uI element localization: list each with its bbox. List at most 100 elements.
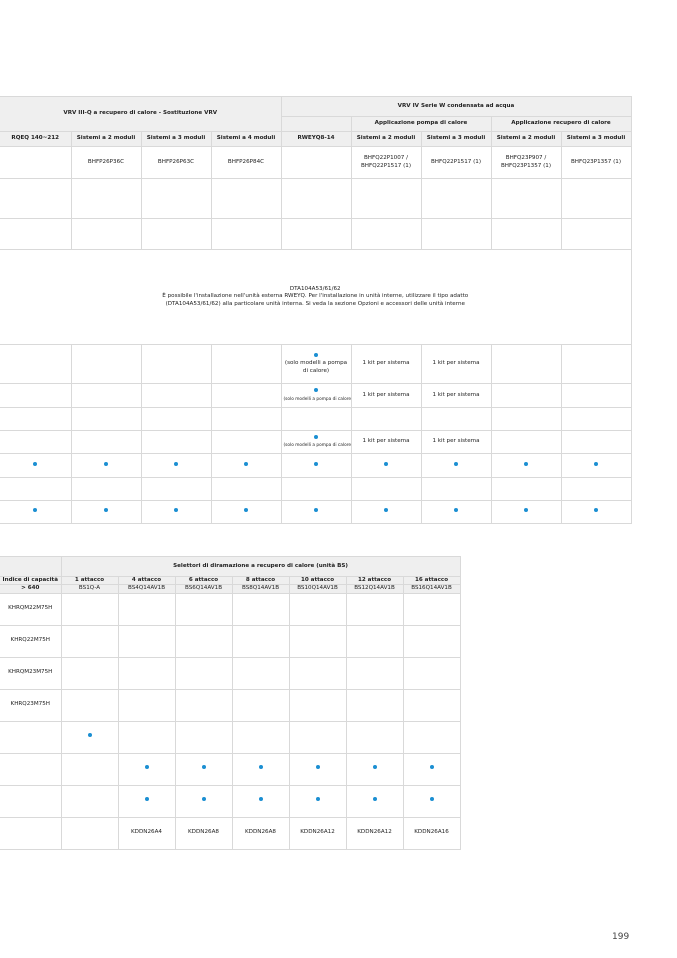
table-cell: (solo modelli a pompa di calore) <box>280 383 352 408</box>
table-cell <box>560 407 632 431</box>
table-cell <box>0 344 72 384</box>
table-cell <box>560 344 632 384</box>
dot-icon <box>315 765 320 770</box>
column-header: 8 attacco <box>231 575 290 586</box>
table-row: KHRQM22M75H <box>0 592 461 626</box>
table-row <box>0 477 632 501</box>
table-cell <box>140 383 212 408</box>
dot-icon <box>314 434 318 439</box>
table-cell: BHFQ22P1517 (1) <box>420 146 492 179</box>
table-cell: 1 kit per sistema <box>420 344 492 384</box>
dot-icon <box>201 797 206 802</box>
table-cell <box>560 477 632 501</box>
table-cell: BHFQ23P1357 (1) <box>560 146 632 179</box>
table-row: KHRQ22M75H <box>0 624 461 658</box>
header-spacer <box>281 116 352 132</box>
table-cell <box>117 592 176 626</box>
table-cell <box>560 383 632 408</box>
dot-icon <box>429 797 434 802</box>
table-cell <box>490 344 562 384</box>
table-cell <box>60 720 119 754</box>
table-cell: KDDN26A12 <box>288 816 347 850</box>
table-cell <box>288 592 347 626</box>
model-header: BS6Q14AV1B <box>174 584 233 594</box>
table-cell <box>231 688 290 722</box>
table-cell <box>231 624 290 658</box>
table-cell <box>402 624 461 658</box>
dot-icon <box>315 797 320 802</box>
model-header: BS4Q14AV1B <box>117 584 176 594</box>
table-cell <box>490 430 562 454</box>
table-cell <box>350 218 422 250</box>
table-cell <box>0 816 62 850</box>
table-row <box>0 784 461 818</box>
table-row <box>0 453 632 478</box>
table-cell <box>350 407 422 431</box>
table-cell <box>174 784 233 818</box>
model-header: > 640 <box>0 584 62 594</box>
cell-note: (solo modelli a pompa di calore) <box>283 443 351 448</box>
table-cell <box>210 430 282 454</box>
table-cell: BHFQ23P907 / BHFQ23P1357 (1) <box>490 146 562 179</box>
table-cell <box>70 430 142 454</box>
table-cell: BHFP26P63C <box>140 146 212 179</box>
table-cell <box>0 477 72 501</box>
dot-icon <box>244 461 248 466</box>
table-row: (solo modelli a pompa di calore) 1 kit pe… <box>0 430 632 454</box>
note-line: DTA104A53/61/62 <box>289 286 341 293</box>
table-cell <box>70 178 142 219</box>
table-cell: BHFQ22P1007 / BHFQ22P1517 (1) <box>350 146 422 179</box>
table-row <box>0 752 461 786</box>
table-cell <box>117 624 176 658</box>
table-cell: KHRQ22M75H <box>0 624 62 658</box>
table-cell: KHRQ23M75H <box>0 688 62 722</box>
dot-icon <box>144 797 149 802</box>
table-cell <box>490 477 562 501</box>
note-line: (DTA104A53/61/62) alla particolare unità… <box>165 300 465 307</box>
note-line: È possibile l'installazione nell'unità e… <box>162 293 469 300</box>
dot-icon <box>87 733 92 738</box>
table-cell <box>70 218 142 250</box>
table-cell <box>70 383 142 408</box>
table-cell <box>70 453 142 478</box>
table-cell: KHRQM22M75H <box>0 592 62 626</box>
table-row <box>0 500 632 524</box>
table-cell <box>0 453 72 478</box>
table-cell <box>280 477 352 501</box>
table-cell <box>402 688 461 722</box>
table-cell <box>210 218 282 250</box>
table-cell <box>60 656 119 690</box>
model-header: BS8Q14AV1B <box>231 584 290 594</box>
table-cell <box>402 592 461 626</box>
column-header: 10 attacco <box>288 575 347 586</box>
table-cell <box>560 218 632 250</box>
subheader-heat-recovery: Applicazione recupero di calore <box>490 116 632 132</box>
table-cell: KHRQM23M75H <box>0 656 62 690</box>
table-cell <box>490 178 562 219</box>
table-cell <box>60 624 119 658</box>
table-cell <box>560 453 632 478</box>
table-cell: 1 kit per sistema <box>350 344 422 384</box>
dot-icon <box>201 765 206 770</box>
model-header: BS1Q-A <box>60 584 119 594</box>
table-cell <box>210 383 282 408</box>
group-header-vrv-iv-w: VRV IV Serie W condensata ad acqua <box>280 96 632 117</box>
table-cell <box>280 218 352 250</box>
column-header: RQEQ 140~212 <box>0 131 72 147</box>
table-row: BHFP26P36C BHFP26P63C BHFP26P84C BHFQ22P100… <box>0 146 632 179</box>
dot-icon <box>314 388 318 393</box>
table-cell <box>280 407 352 431</box>
table-cell <box>60 592 119 626</box>
table-cell <box>288 784 347 818</box>
model-header: BS12Q14AV1B <box>345 584 404 594</box>
table-cell: (solo modelli a pompa di calore) <box>280 430 352 454</box>
group-header-bs-units: Selettori di diramazione a recupero di c… <box>60 556 461 577</box>
column-header: Sistemi a 3 moduli <box>560 131 632 147</box>
table-cell <box>231 720 290 754</box>
table-cell <box>345 624 404 658</box>
column-header: 12 attacco <box>345 575 404 586</box>
column-header: 6 attacco <box>174 575 233 586</box>
dot-icon <box>314 353 318 358</box>
table-cell: KDDN26A8 <box>174 816 233 850</box>
table-cell <box>402 656 461 690</box>
